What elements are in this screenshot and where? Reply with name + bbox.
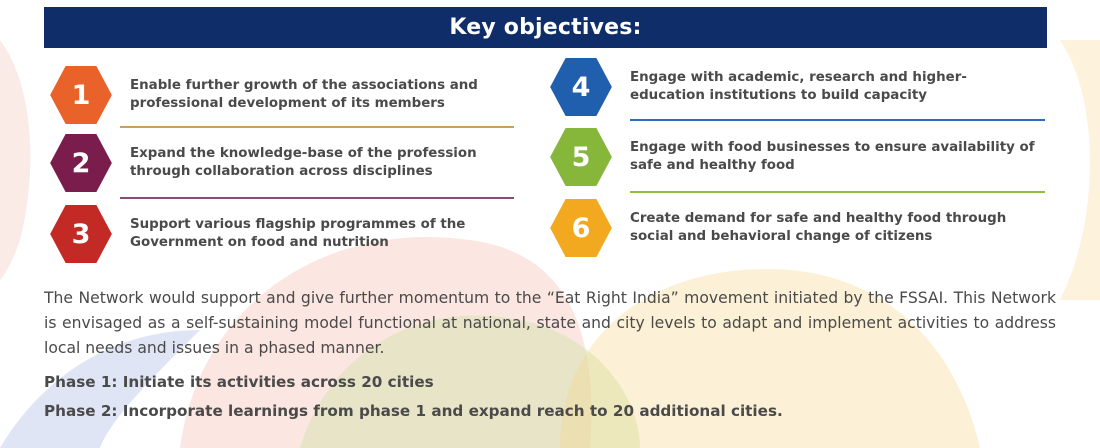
divider (630, 119, 1045, 121)
objective-item-5: 5 Engage with food businesses to ensure … (548, 126, 1040, 188)
objective-item-1: 1 Enable further growth of the associati… (48, 64, 525, 126)
phase-2-text: Phase 2: Incorporate learnings from phas… (44, 402, 783, 420)
objective-text: Create demand for safe and healthy food … (630, 211, 1007, 244)
objective-number: 4 (571, 71, 591, 103)
objective-text: Enable further growth of the association… (130, 78, 478, 111)
network-description-paragraph: The Network would support and give furth… (44, 289, 1056, 357)
hexagon-badge-3: 3 (48, 203, 114, 265)
objective-item-6: 6 Create demand for safe and healthy foo… (548, 197, 1050, 259)
phase-1-text: Phase 1: Initiate its activities across … (44, 373, 434, 391)
objective-text: Engage with food businesses to ensure av… (630, 140, 1035, 173)
objective-number: 3 (71, 218, 91, 250)
objective-item-2: 2 Expand the knowledge-base of the profe… (48, 132, 525, 194)
objective-text: Support various flagship programmes of t… (130, 217, 466, 250)
objective-number: 6 (571, 212, 591, 244)
divider (630, 191, 1045, 193)
objective-number: 2 (71, 147, 91, 179)
hexagon-badge-2: 2 (48, 132, 114, 194)
hexagon-badge-6: 6 (548, 197, 614, 259)
divider (120, 197, 514, 199)
key-objectives-banner: Key objectives: (44, 7, 1047, 48)
hexagon-badge-4: 4 (548, 56, 614, 118)
hexagon-badge-5: 5 (548, 126, 614, 188)
objective-text: Engage with academic, research and highe… (630, 70, 967, 103)
divider (120, 126, 514, 128)
objective-text: Expand the knowledge-base of the profess… (130, 146, 477, 179)
objective-number: 5 (571, 141, 591, 173)
objective-item-4: 4 Engage with academic, research and hig… (548, 56, 1040, 118)
objective-number: 1 (71, 79, 91, 111)
hexagon-badge-1: 1 (48, 64, 114, 126)
objective-item-3: 3 Support various flagship programmes of… (48, 203, 525, 265)
banner-title: Key objectives: (449, 15, 642, 40)
